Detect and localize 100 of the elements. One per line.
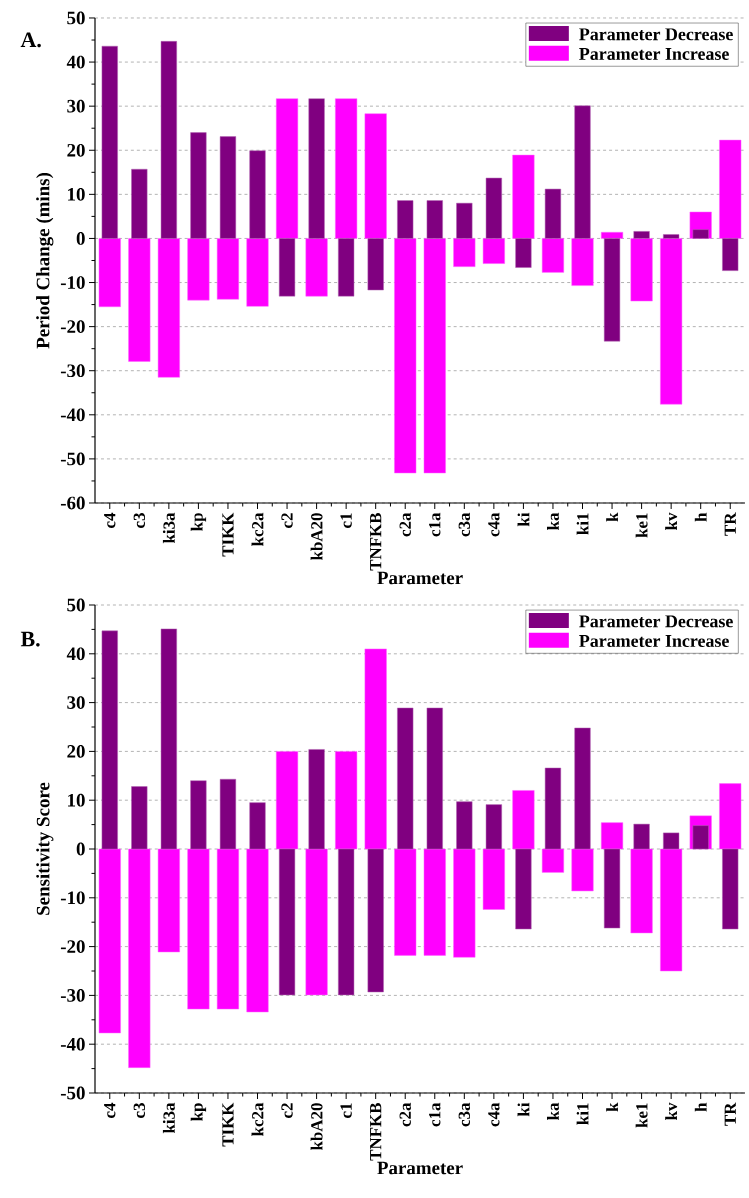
y-tick-label: 50 — [67, 598, 85, 612]
bar — [394, 848, 417, 956]
bar — [719, 783, 742, 850]
bar — [571, 238, 594, 286]
x-tick-label: k — [606, 512, 618, 522]
text: B. — [20, 631, 40, 647]
legend-label: Parameter Increase — [579, 48, 729, 60]
x-tick-label: kbA20 — [310, 1103, 323, 1151]
y-tick-label: -50 — [60, 452, 85, 466]
bar — [335, 98, 358, 239]
x-tick-label: TNFKB — [370, 1102, 382, 1161]
y-tick-label: 40 — [66, 647, 85, 661]
bar — [515, 238, 532, 268]
bar — [722, 238, 739, 271]
bar — [660, 238, 683, 405]
bar — [603, 238, 621, 342]
x-tick-label: c1 — [340, 513, 352, 528]
y-tick-label: -40 — [60, 1037, 85, 1051]
bar — [633, 231, 650, 239]
y-tick-label: -40 — [60, 408, 85, 422]
bar — [187, 238, 210, 301]
bar — [249, 802, 266, 850]
x-tick-label: c2a — [399, 1102, 411, 1127]
legend-label: Parameter Increase — [579, 635, 729, 647]
bar — [131, 786, 148, 850]
bar — [101, 45, 118, 239]
x-tick-label: kv — [665, 1102, 678, 1120]
bar — [157, 848, 180, 953]
bar — [305, 848, 328, 996]
bar — [423, 848, 446, 956]
bar — [246, 238, 269, 307]
bar — [216, 238, 239, 300]
x-tick-label: c1a — [429, 1102, 441, 1127]
y-tick-label: -20 — [60, 320, 85, 334]
x-tick-label: TR — [724, 512, 736, 536]
x-tick-label: c4a — [488, 512, 500, 537]
x-tick-label: h — [694, 1102, 707, 1112]
x-tick-label: kp — [190, 1103, 207, 1121]
x-tick-label: kc2a — [251, 1102, 264, 1136]
bar — [128, 238, 151, 362]
bar — [541, 238, 564, 273]
bar — [397, 200, 414, 239]
legend-label: Parameter Decrease — [579, 28, 733, 41]
x-tick-label: ki3a — [162, 512, 175, 544]
bar — [482, 848, 505, 910]
bar — [456, 801, 473, 850]
x-tick-label: c3 — [133, 513, 146, 528]
bar — [574, 105, 591, 239]
bar — [157, 238, 180, 378]
x-tick-label: ki3a — [162, 1102, 175, 1134]
y-axis-title: Sensitivity Score — [36, 782, 54, 915]
bar — [456, 202, 473, 239]
bar — [190, 132, 207, 239]
y-tick-label: 50 — [67, 11, 85, 25]
bar — [541, 848, 564, 873]
bar — [364, 648, 387, 850]
bar — [308, 98, 325, 239]
y-tick-label: -60 — [60, 496, 85, 510]
bar — [663, 234, 680, 239]
bar — [98, 848, 121, 1034]
x-tick-label: ki1 — [576, 1103, 589, 1125]
x-tick-label: TNFKB — [370, 512, 382, 571]
x-tick-label: kv — [665, 512, 678, 530]
x-tick-label: c1 — [340, 1103, 352, 1118]
x-tick-label: k — [606, 1102, 618, 1112]
bar — [249, 150, 266, 239]
bar — [338, 848, 355, 996]
bar — [397, 707, 414, 850]
y-axis-title: Period Change (mins) — [36, 172, 54, 349]
bar — [423, 238, 446, 474]
bar — [364, 113, 387, 239]
bar — [246, 848, 269, 1013]
bar — [335, 751, 358, 850]
x-axis-title: Parameter — [377, 571, 463, 585]
bar — [160, 628, 177, 850]
bar — [571, 848, 594, 892]
x-tick-label: c4 — [104, 512, 116, 528]
legend-label: Parameter Decrease — [579, 615, 733, 628]
bar — [603, 848, 621, 929]
x-tick-label: ki1 — [576, 513, 589, 535]
bar — [663, 832, 680, 850]
chart-title: A. — [20, 32, 41, 48]
bar — [219, 778, 237, 850]
bar — [190, 780, 207, 850]
y-tick-label: 20 — [67, 143, 85, 157]
y-tick-label: 20 — [67, 745, 85, 758]
x-tick-label: c2 — [281, 513, 293, 528]
x-tick-label: c2 — [281, 1103, 293, 1118]
x-tick-label: ki — [517, 512, 530, 527]
x-tick-label: c1a — [429, 512, 441, 537]
bar — [367, 848, 384, 993]
bar — [367, 238, 384, 291]
x-tick-label: c3a — [458, 1102, 471, 1127]
bar — [601, 232, 624, 239]
bar — [128, 848, 151, 1068]
x-tick-label: c2a — [399, 512, 411, 537]
bar — [338, 238, 355, 297]
x-tick-label: kbA20 — [310, 513, 323, 561]
x-tick-label: kc2a — [251, 512, 264, 546]
bar — [630, 238, 653, 302]
